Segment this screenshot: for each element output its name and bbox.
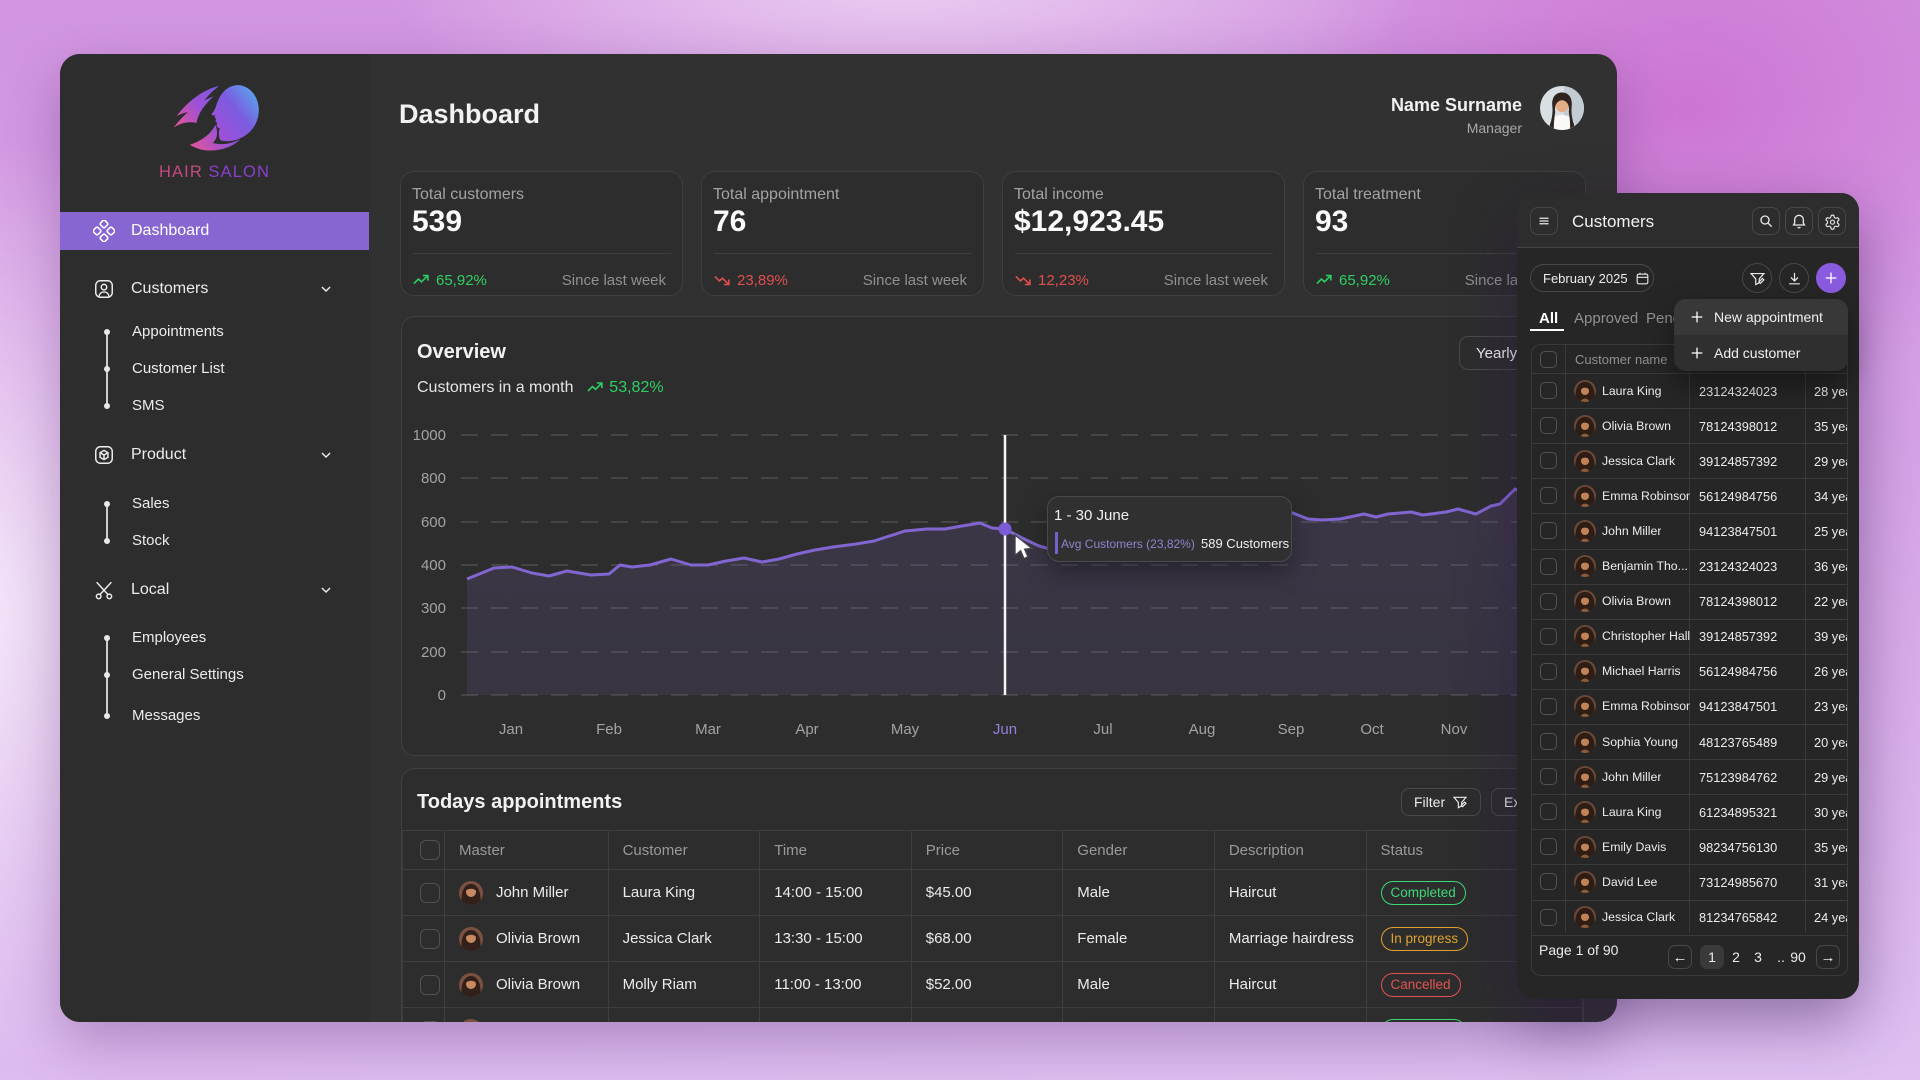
svg-text:Apr: Apr bbox=[795, 721, 818, 738]
svg-text:Aug: Aug bbox=[1189, 721, 1216, 738]
svg-text:Nov: Nov bbox=[1441, 721, 1468, 738]
svg-text:200: 200 bbox=[421, 644, 446, 661]
svg-text:400: 400 bbox=[421, 557, 446, 574]
svg-text:Mar: Mar bbox=[695, 721, 721, 738]
svg-text:800: 800 bbox=[421, 470, 446, 487]
svg-text:Jul: Jul bbox=[1093, 721, 1112, 738]
svg-text:Sep: Sep bbox=[1278, 721, 1305, 738]
svg-text:1000: 1000 bbox=[413, 427, 446, 444]
svg-text:May: May bbox=[891, 721, 920, 738]
svg-text:Oct: Oct bbox=[1360, 721, 1384, 738]
svg-text:Feb: Feb bbox=[596, 721, 622, 738]
svg-text:600: 600 bbox=[421, 514, 446, 531]
svg-text:300: 300 bbox=[421, 600, 446, 617]
svg-text:Jan: Jan bbox=[499, 721, 523, 738]
svg-text:0: 0 bbox=[438, 687, 446, 704]
svg-text:Jun: Jun bbox=[993, 721, 1017, 738]
